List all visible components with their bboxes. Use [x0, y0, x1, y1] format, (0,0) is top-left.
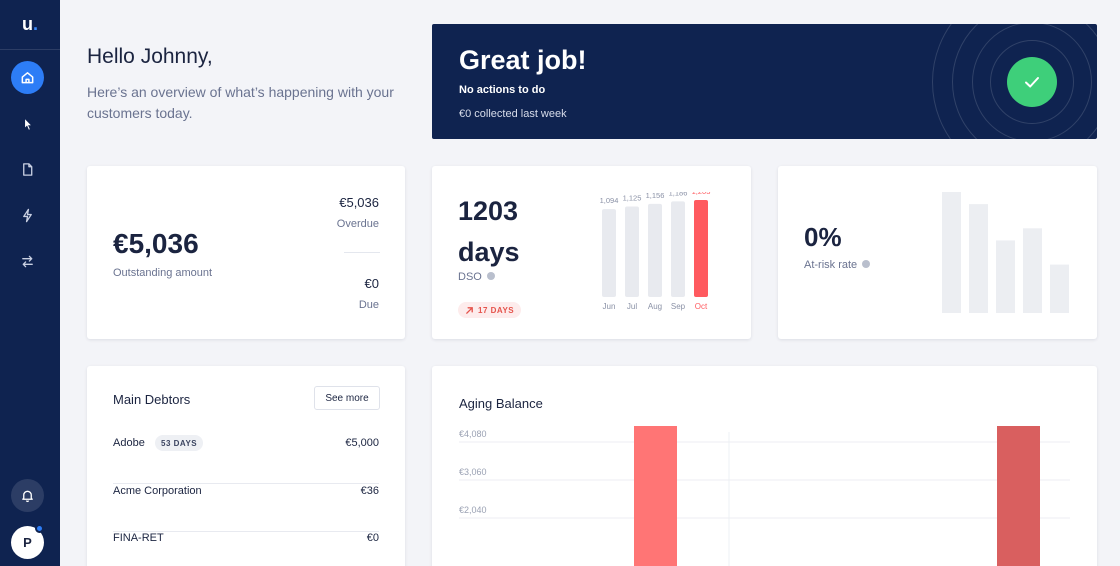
notifications-button[interactable] [11, 479, 44, 512]
aging-bar [997, 426, 1040, 566]
logo-dot: . [32, 14, 38, 34]
dso-bar-value-label: 1,203 [692, 192, 711, 196]
avatar-status-dot [35, 524, 44, 533]
debtors-title: Main Debtors [113, 392, 191, 407]
checkmark-icon [1025, 77, 1039, 88]
outstanding-card[interactable]: €5,036 Outstanding amount €5,036 Overdue… [87, 166, 405, 339]
banner-ripple [952, 24, 1097, 139]
dso-card[interactable]: 1203 days DSO 17 DAYS 1,094 Jun 1,125 Jul 1,… [432, 166, 751, 339]
home-icon [21, 72, 34, 84]
dso-bar [625, 206, 639, 297]
status-banner: Great job! No actions to do €0 collected… [432, 24, 1097, 139]
transfer-icon [22, 255, 33, 268]
dso-bar-value-label: 1,125 [623, 194, 642, 203]
dso-category-label: Oct [695, 302, 708, 311]
dso-category-label: Jun [603, 302, 616, 311]
debtor-name: Adobe [113, 437, 145, 449]
dso-bar-value-label: 1,094 [600, 196, 619, 205]
dso-bar [671, 201, 685, 297]
logo-letter: u [21, 14, 33, 34]
aging-tick-label: €3,060 [459, 467, 487, 477]
banner-actions-text: No actions to do [459, 84, 546, 96]
dso-label: DSO [458, 271, 482, 283]
risk-bar [1050, 264, 1069, 313]
dso-category-label: Aug [648, 302, 662, 311]
debtor-amount: €36 [360, 485, 379, 497]
debtor-row[interactable]: Acme Corporation €36 [113, 485, 379, 532]
greeting-title: Hello Johnny, [87, 45, 213, 68]
risk-bar [969, 204, 988, 313]
nav-automation[interactable] [11, 199, 44, 232]
debtor-name: FINA-RET [113, 532, 164, 544]
divider [344, 252, 380, 253]
due-label: Due [358, 299, 379, 311]
risk-bar [1023, 228, 1042, 313]
nav-transactions[interactable] [11, 245, 44, 278]
cursor-icon [24, 117, 33, 131]
debtor-name: Acme Corporation [113, 485, 202, 497]
document-icon [23, 163, 33, 176]
risk-value: 0% [804, 222, 842, 252]
debtor-row[interactable]: Adobe 53 DAYS €5,000 [113, 435, 379, 484]
dso-bar [648, 203, 662, 297]
nav-actions[interactable] [11, 108, 44, 141]
dso-category-label: Jul [627, 302, 637, 311]
risk-bar [996, 240, 1015, 313]
dso-label-wrap: DSO [458, 271, 495, 283]
debtor-days-badge: 53 DAYS [155, 435, 204, 451]
nav-home[interactable] [11, 61, 44, 94]
banner-ripple [932, 24, 1097, 139]
banner-ripple [972, 24, 1092, 139]
risk-label: At-risk rate [804, 259, 858, 271]
due-amount: €0 [364, 276, 379, 291]
dso-bar-chart: 1,094 Jun 1,125 Jul 1,156 Aug 1,186 Sep 1,203 Oct [600, 192, 711, 311]
dso-bar-value-label: 1,186 [669, 192, 688, 197]
outstanding-label: Outstanding amount [113, 267, 213, 279]
aging-tick-label: €4,080 [459, 429, 487, 439]
lightning-icon [23, 208, 32, 223]
dso-bar [694, 200, 708, 297]
dso-badge-text: 17 DAYS [478, 305, 515, 315]
dso-bar [602, 209, 616, 297]
dso-trend-badge: 17 DAYS [458, 302, 522, 318]
main-debtors-card: Main Debtors See more Adobe 53 DAYS €5,0… [87, 366, 405, 566]
arrow-up-right-icon [466, 306, 473, 314]
nav-documents[interactable] [11, 153, 44, 186]
outstanding-amount: €5,036 [113, 228, 199, 259]
aging-balance-card: Aging Balance €4,080 €3,060 €2,040 [432, 366, 1097, 566]
sidebar: u. P [0, 0, 60, 566]
risk-bar [942, 192, 961, 313]
aging-tick-label: €2,040 [459, 505, 487, 515]
app-logo[interactable]: u. [0, 0, 60, 50]
bell-icon [22, 490, 33, 503]
aging-bar-chart: €4,080 €3,060 €2,040 [459, 426, 1070, 566]
banner-collected-text: €0 collected last week [459, 108, 567, 120]
banner-title: Great job! [459, 45, 587, 75]
debtor-amount: €5,000 [345, 437, 379, 449]
dso-value: 1203 days [458, 196, 520, 267]
aging-bar [634, 426, 677, 566]
greeting-subtitle: Here’s an overview of what’s happening w… [87, 84, 394, 121]
dso-bar-value-label: 1,156 [646, 192, 665, 200]
overdue-label: Overdue [336, 218, 379, 230]
risk-label-wrap: At-risk rate [804, 259, 871, 271]
success-badge [1007, 57, 1057, 107]
debtor-row[interactable]: FINA-RET €0 [113, 532, 379, 566]
info-icon[interactable] [862, 260, 871, 269]
risk-card[interactable]: 0% At-risk rate [778, 166, 1097, 339]
dso-category-label: Sep [671, 302, 686, 311]
debtor-amount: €0 [366, 532, 379, 544]
risk-bar-chart [942, 192, 1069, 313]
see-more-button[interactable]: See more [314, 386, 380, 410]
banner-ripple [990, 40, 1074, 124]
info-icon[interactable] [486, 272, 495, 281]
aging-title: Aging Balance [459, 396, 543, 411]
overdue-amount: €5,036 [339, 195, 379, 210]
